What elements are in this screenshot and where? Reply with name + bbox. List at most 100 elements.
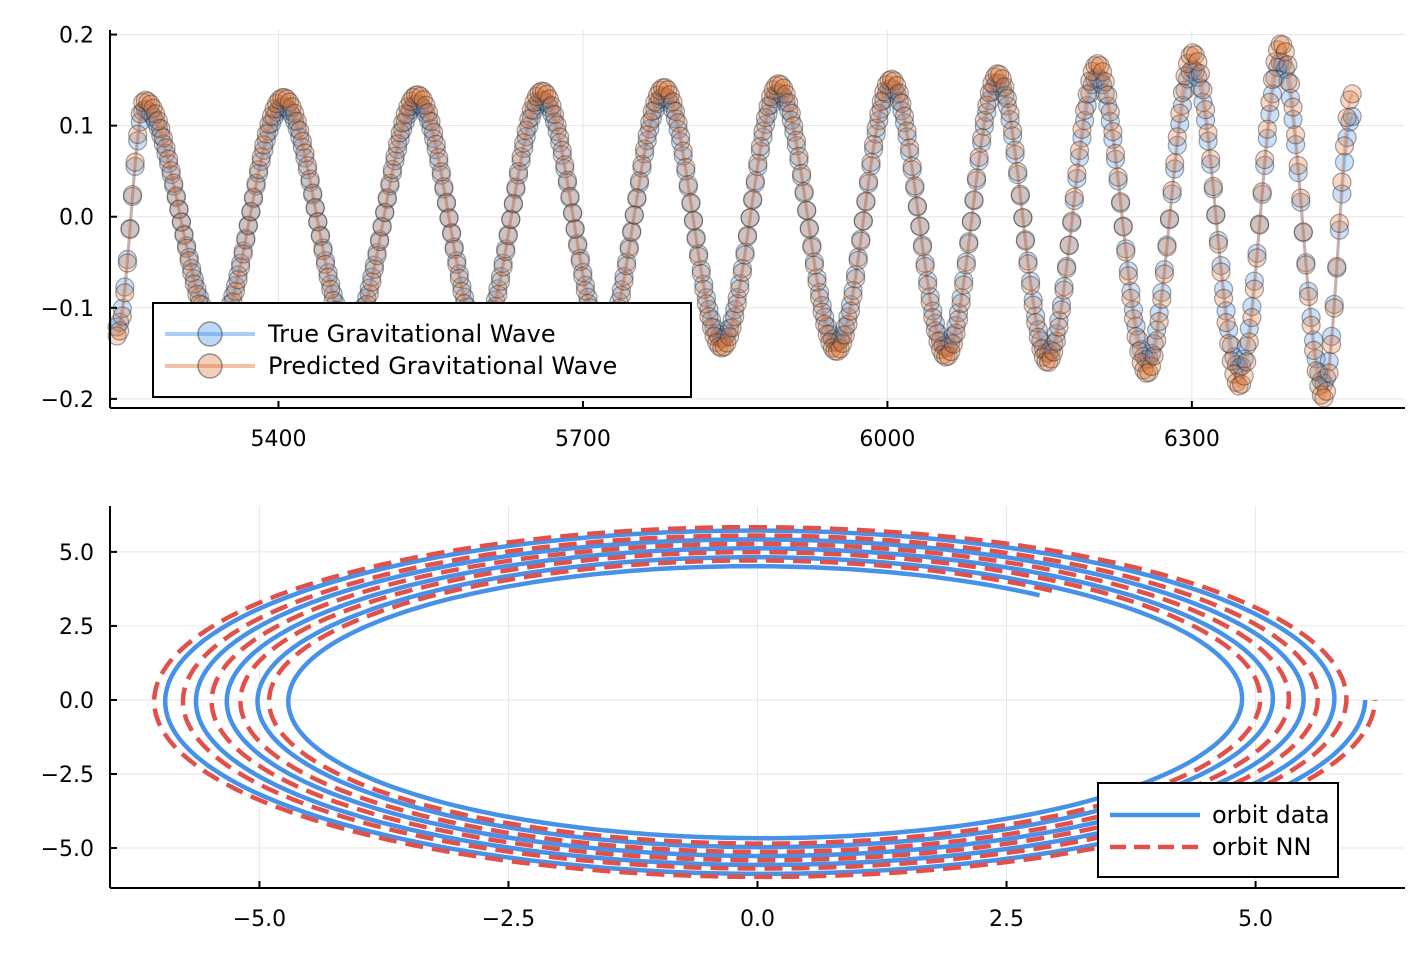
wave-point — [740, 208, 760, 228]
wave-point — [655, 77, 675, 98]
wave-point — [565, 218, 585, 239]
wave-point — [308, 212, 328, 232]
wave-point — [1334, 136, 1355, 156]
wave-point — [881, 78, 902, 98]
wave-point — [987, 73, 1007, 93]
wave-point — [1162, 184, 1182, 204]
wave-point — [683, 211, 704, 231]
wave-point — [1221, 351, 1241, 371]
wave-point — [755, 114, 776, 135]
wave-point — [910, 216, 930, 236]
wave-point — [1208, 234, 1229, 254]
wave-point — [869, 110, 889, 131]
wave-point — [956, 252, 976, 272]
wave-point — [547, 115, 567, 135]
wave-point — [120, 218, 140, 239]
bottom-y-tick-label-2: 0.0 — [59, 689, 94, 714]
wave-point — [264, 99, 284, 119]
wave-point — [225, 281, 246, 301]
wave-point — [972, 128, 992, 148]
wave-point — [1234, 366, 1254, 386]
wave-point — [1126, 316, 1146, 336]
wave-point — [1203, 176, 1223, 197]
wave-point — [1180, 46, 1200, 66]
top-y-tick-label-4: 0.2 — [59, 24, 94, 49]
wave-point — [665, 109, 686, 129]
wave-point — [1342, 84, 1362, 104]
wave-point — [297, 160, 318, 180]
legend-pred-label: Predicted Gravitational Wave — [268, 352, 617, 380]
wave-point — [964, 190, 984, 210]
wave-point — [948, 309, 969, 330]
wave-point — [1038, 343, 1059, 363]
wave-point — [380, 176, 400, 196]
wave-point — [652, 87, 673, 107]
wave-point — [670, 132, 691, 152]
wave-point — [1064, 187, 1084, 207]
wave-point — [236, 230, 256, 250]
wave-point — [164, 173, 184, 193]
wave-point — [269, 90, 289, 110]
top-y-tick-label-0: −0.2 — [41, 388, 94, 413]
wave-point — [562, 203, 583, 223]
wave-point — [941, 333, 961, 353]
wave-point — [1175, 66, 1195, 86]
wave-point — [843, 286, 863, 306]
wave-point — [529, 92, 549, 112]
wave-point — [974, 116, 994, 137]
wave-point — [817, 317, 837, 337]
wave-point — [1226, 355, 1247, 375]
wave-point — [447, 254, 467, 274]
wave-point — [905, 178, 925, 198]
wave-point — [717, 324, 737, 344]
wave-point — [1159, 210, 1180, 230]
wave-point — [1046, 324, 1066, 344]
wave-point — [1190, 64, 1211, 84]
wave-point — [421, 119, 441, 139]
wave-point — [663, 100, 683, 120]
wave-point — [1262, 84, 1283, 104]
wave-point — [1085, 56, 1105, 76]
wave-point — [1005, 144, 1025, 165]
wave-point — [699, 306, 719, 327]
wave-point — [982, 73, 1002, 93]
wave-point — [1275, 42, 1295, 62]
wave-point — [1074, 110, 1095, 131]
wave-point — [995, 85, 1015, 105]
wave-point — [439, 208, 459, 228]
wave-point — [717, 333, 737, 353]
wave-point — [673, 146, 693, 166]
wave-point — [128, 124, 148, 144]
wave-point — [1038, 352, 1059, 372]
wave-point — [1013, 208, 1033, 228]
wave-point — [1172, 95, 1193, 116]
wave-point — [688, 244, 709, 264]
wave-point — [161, 161, 181, 181]
legend-pred-marker — [197, 353, 223, 379]
wave-point — [735, 242, 755, 262]
wave-point — [1273, 35, 1293, 55]
wave-point — [905, 176, 925, 196]
wave-point — [1340, 90, 1360, 110]
wave-point — [1141, 343, 1162, 363]
wave-point — [310, 225, 330, 245]
wave-point — [645, 100, 665, 120]
wave-point — [390, 129, 410, 149]
wave-point — [431, 162, 451, 182]
wave-point — [1134, 346, 1154, 366]
wave-point — [943, 334, 964, 354]
wave-point — [143, 98, 163, 118]
wave-point — [300, 169, 320, 189]
wave-point — [794, 182, 814, 202]
wave-point — [1224, 364, 1244, 384]
wave-point — [259, 121, 279, 141]
wave-point — [130, 104, 150, 124]
wave-point — [1172, 83, 1193, 103]
wave-point — [961, 211, 982, 231]
wave-point — [634, 144, 655, 164]
wave-point — [1087, 67, 1108, 88]
wave-point — [231, 253, 251, 273]
wave-point — [570, 248, 590, 268]
wave-point — [171, 212, 191, 232]
wave-point — [629, 173, 650, 193]
